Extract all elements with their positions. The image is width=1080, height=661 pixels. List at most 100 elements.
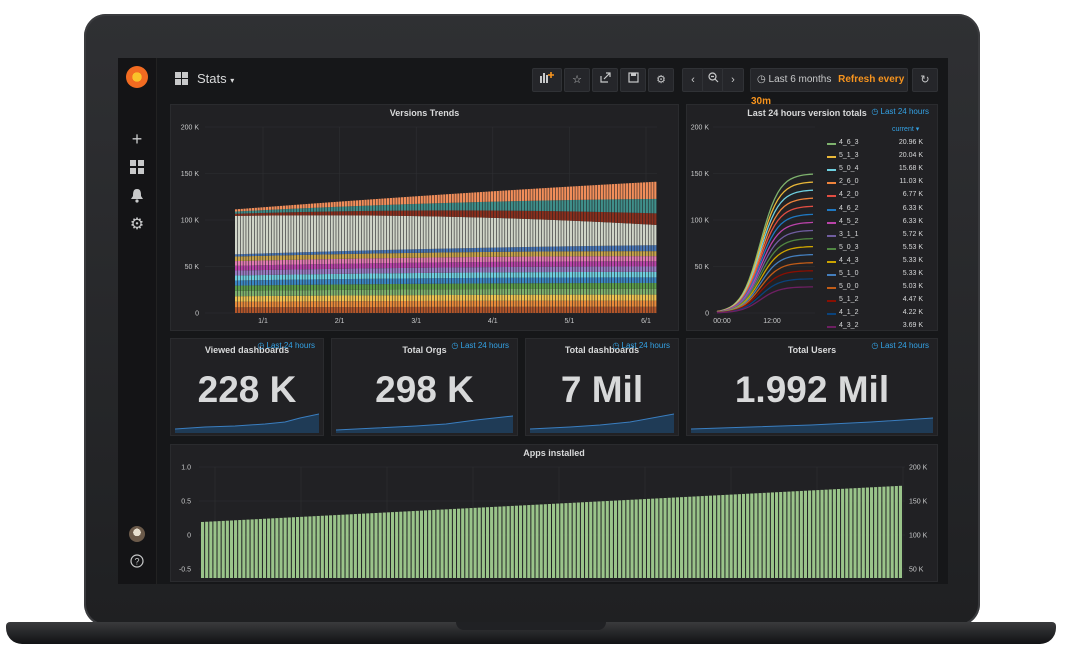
bar-segment xyxy=(499,251,502,257)
bar-segment xyxy=(339,211,342,216)
time-picker[interactable]: ◷ Last 6 months Refresh every 30m xyxy=(750,68,908,107)
bar xyxy=(746,493,750,578)
bar-segment xyxy=(626,283,629,289)
bar-segment xyxy=(319,215,322,252)
share-button[interactable] xyxy=(592,68,618,92)
bar-segment xyxy=(440,216,443,249)
settings-button[interactable]: ⚙ xyxy=(648,68,674,92)
bar-segment xyxy=(620,266,623,272)
legend-item-name[interactable]: 5_0_4 xyxy=(839,165,859,173)
bar-segment xyxy=(642,245,646,252)
legend-item-name[interactable]: 3_1_1 xyxy=(839,230,859,238)
bar-segment xyxy=(296,204,300,209)
bar-segment xyxy=(482,210,485,218)
legend-sort-header[interactable]: current ▾ xyxy=(892,126,920,133)
bar-segment xyxy=(634,223,637,246)
bar-segment xyxy=(423,295,426,301)
legend-item-name[interactable]: 4_6_2 xyxy=(839,204,859,212)
bar-segment xyxy=(519,266,522,273)
legend-item-name[interactable]: 4_4_3 xyxy=(839,256,859,264)
legend-item-name[interactable]: 2_6_0 xyxy=(839,178,859,186)
bar-segment xyxy=(291,208,294,213)
bar-segment xyxy=(271,274,274,280)
bar-segment xyxy=(339,254,342,259)
bar-segment xyxy=(446,283,449,290)
bar-segment xyxy=(437,278,440,284)
bar-segment xyxy=(381,198,384,206)
bar-segment xyxy=(431,289,435,296)
bar-segment xyxy=(403,253,407,258)
legend-item-name[interactable]: 5_1_2 xyxy=(839,296,859,304)
bar-segment xyxy=(412,203,415,211)
bar-segment xyxy=(325,279,328,285)
bar-segment xyxy=(277,290,280,296)
bar-segment xyxy=(268,295,271,302)
add-panel-button[interactable] xyxy=(532,68,562,92)
bar-segment xyxy=(527,200,530,211)
bar-segment xyxy=(524,288,527,295)
legend-item-name[interactable]: 5_0_0 xyxy=(839,283,859,291)
time-forward-button[interactable]: › xyxy=(722,68,744,92)
bar-segment xyxy=(448,272,452,279)
bar-segment xyxy=(353,284,356,290)
avatar[interactable] xyxy=(129,526,145,542)
bar-segment xyxy=(454,306,457,313)
legend-item-name[interactable]: 5_0_3 xyxy=(839,243,859,251)
bar-segment xyxy=(333,201,336,207)
y-tick-label: 200 K xyxy=(181,125,200,132)
save-button[interactable] xyxy=(620,68,646,92)
refresh-button[interactable]: ↻ xyxy=(912,68,938,92)
bar-segment xyxy=(316,284,319,291)
legend-item-name[interactable]: 5_1_0 xyxy=(839,270,859,277)
bar-segment xyxy=(581,288,584,295)
bell-icon[interactable] xyxy=(128,188,146,206)
zoom-out-button[interactable] xyxy=(702,68,724,92)
bar xyxy=(622,500,626,578)
star-button[interactable]: ☆ xyxy=(564,68,590,92)
dashboard-title[interactable]: Stats ▾ xyxy=(197,71,235,86)
legend-item-name[interactable]: 4_3_2 xyxy=(839,322,859,330)
bar-segment xyxy=(637,223,640,246)
bar-segment xyxy=(583,288,587,295)
bar-segment xyxy=(378,289,381,296)
bar-segment xyxy=(558,211,561,221)
bar-segment xyxy=(451,216,454,249)
bar-segment xyxy=(308,203,311,209)
bar-segment xyxy=(429,257,432,263)
bar-segment xyxy=(308,269,311,275)
bar-segment xyxy=(583,271,587,278)
legend-item-name[interactable]: 4_2_0 xyxy=(839,191,859,199)
legend-item-value: 11.03 K xyxy=(899,178,923,186)
bar xyxy=(221,520,225,578)
bar-segment xyxy=(268,206,271,210)
bar-segment xyxy=(558,266,561,273)
bar-segment xyxy=(341,273,345,280)
bar-segment xyxy=(308,252,311,255)
bar-segment xyxy=(274,295,277,302)
bar xyxy=(737,494,741,578)
bar-segment xyxy=(609,184,612,200)
time-back-button[interactable]: ‹ xyxy=(682,68,704,92)
help-icon[interactable]: ? xyxy=(128,554,146,572)
legend-item-name[interactable]: 4_5_2 xyxy=(839,217,859,225)
bar-segment xyxy=(282,301,286,308)
legend-item-name[interactable]: 4_1_2 xyxy=(839,309,859,317)
bar-segment xyxy=(637,306,640,313)
bar-segment xyxy=(313,301,316,308)
grafana-logo-icon[interactable] xyxy=(126,66,148,88)
bar-segment xyxy=(468,248,471,253)
bar-segment xyxy=(274,253,277,256)
legend-item-name[interactable]: 5_1_3 xyxy=(839,152,859,160)
dashboards-icon[interactable] xyxy=(128,160,146,178)
bar-segment xyxy=(288,279,291,285)
bar-segment xyxy=(507,288,511,295)
bar-segment xyxy=(271,212,274,216)
bar-segment xyxy=(355,211,359,216)
bar-segment xyxy=(243,290,246,297)
gear-icon[interactable]: ⚙ xyxy=(129,216,145,233)
bar-segment xyxy=(251,265,255,271)
plus-icon[interactable]: + xyxy=(131,129,143,149)
legend-item-name[interactable]: 4_6_3 xyxy=(839,139,859,146)
bar-segment xyxy=(322,284,325,291)
time-range-label: Last 6 months xyxy=(768,74,832,85)
